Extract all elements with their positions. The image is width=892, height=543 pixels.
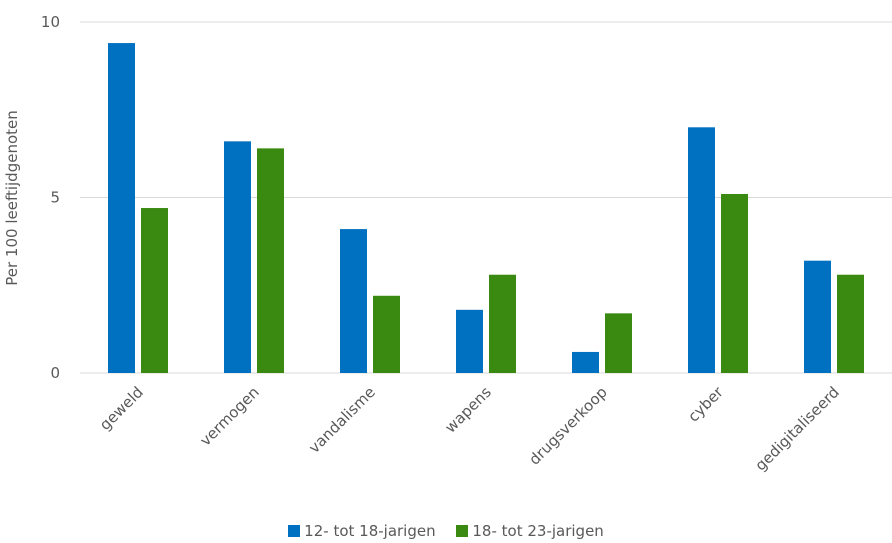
x-tick-label: gedigitaliseerd [751,383,842,474]
legend-swatch-series-2 [456,525,469,537]
y-tick-label: 10 [41,13,60,31]
y-axis-ticks: 0 5 10 [41,13,60,382]
x-tick-label: wapens [441,383,495,437]
bar-geweld-series-1 [108,43,135,374]
bars [108,43,864,374]
legend-swatch-series-1 [288,525,301,537]
bar-drugsverkoop-series-1 [572,351,599,373]
legend-item-series-1: 12- tot 18-jarigen [288,522,436,540]
x-tick-label: vandalisme [305,383,379,457]
x-tick-label: drugsverkoop [525,383,610,468]
bar-vermogen-series-1 [224,141,251,373]
legend-label-series-2: 18- tot 23-jarigen [472,522,604,540]
gridlines [80,21,892,374]
bar-vermogen-series-2 [257,148,284,373]
x-tick-label: cyber [684,383,727,426]
bar-cyber-series-1 [688,127,715,373]
bar-vandalisme-series-2 [373,295,400,373]
bar-wapens-series-2 [489,274,516,373]
y-axis-title: Per 100 leeftijdgenoten [3,110,21,286]
legend: 12- tot 18-jarigen 18- tot 23-jarigen [0,522,892,541]
bar-wapens-series-1 [456,309,483,373]
bar-gedigitaliseerd-series-1 [804,260,831,373]
y-tick-label: 0 [50,364,60,382]
legend-label-series-1: 12- tot 18-jarigen [304,522,436,540]
x-tick-label: vermogen [196,383,263,450]
bar-cyber-series-2 [721,193,748,373]
bar-geweld-series-2 [141,208,168,373]
bar-chart: 0 5 10 Per 100 leeftijdgenoten geweld vermo… [3,13,892,475]
x-tick-label: geweld [96,383,147,434]
x-axis-labels: geweld vermogen vandalisme wapens drugsverko… [96,383,843,475]
bar-vandalisme-series-1 [340,229,367,373]
legend-item-series-2: 18- tot 23-jarigen [456,522,604,540]
bar-drugsverkoop-series-2 [605,313,632,373]
bar-gedigitaliseerd-series-2 [837,274,864,373]
y-tick-label: 5 [50,189,60,207]
